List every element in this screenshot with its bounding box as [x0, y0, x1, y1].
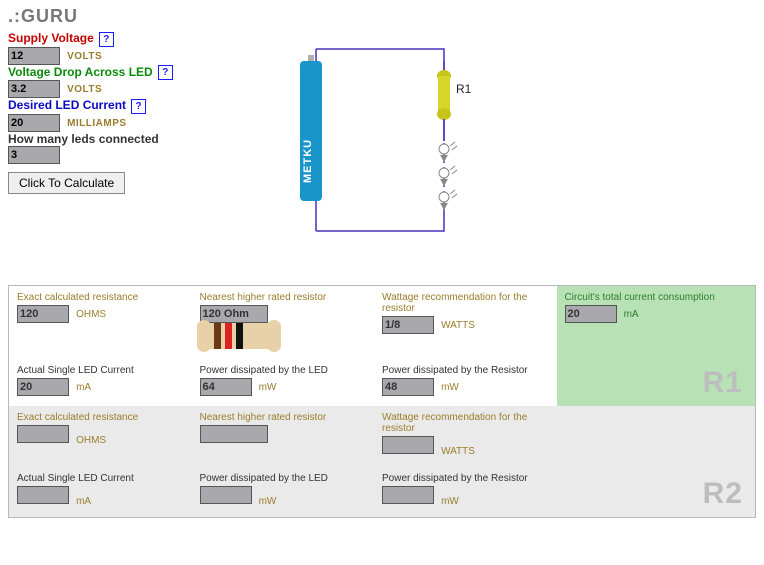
r1-pres-value: 48: [382, 378, 434, 396]
r1-wattage-value: 1/8: [382, 316, 434, 334]
r1-pled-cell: Power dissipated by the LED 64 mW: [192, 359, 375, 406]
help-icon[interactable]: ?: [158, 65, 173, 80]
r2-nearest-value: [200, 425, 268, 443]
r1-total-value: 20: [565, 305, 617, 323]
circuit-diagram: METKU ✕ MODS R1: [274, 31, 756, 241]
r1-tag: R1: [703, 366, 743, 400]
r1-pled-value: 64: [200, 378, 252, 396]
label-supply: Supply Voltage: [8, 31, 94, 45]
input-nled[interactable]: [8, 146, 60, 164]
row-supply: Supply Voltage ? VOLTS: [8, 31, 258, 65]
r2-pled-value: [200, 486, 252, 504]
unit-supply: VOLTS: [67, 51, 102, 62]
r1-exact-value: 120: [17, 305, 69, 323]
input-form: Supply Voltage ? VOLTS Voltage Drop Acro…: [8, 31, 258, 241]
calculate-button[interactable]: Click To Calculate: [8, 172, 125, 194]
result-block-r2: Exact calculated resistance OHMS Nearest…: [9, 406, 755, 517]
diagram-r1-label: R1: [456, 82, 472, 96]
input-vdrop[interactable]: [8, 80, 60, 98]
r2-pres-value: [382, 486, 434, 504]
r1-total-cell: Circuit's total current consumption 20 m…: [557, 286, 756, 406]
result-block-r1: Exact calculated resistance 120 OHMS Nea…: [9, 286, 755, 406]
unit-vdrop: VOLTS: [67, 84, 102, 95]
r1-actual-i-cell: Actual Single LED Current 20 mA: [9, 359, 192, 406]
input-supply[interactable]: [8, 47, 60, 65]
help-icon[interactable]: ?: [131, 99, 146, 114]
unit-iled: MILLIAMPS: [67, 118, 127, 129]
r2-wattage-value: [382, 436, 434, 454]
svg-text:✕ MODS: ✕ MODS: [295, 154, 302, 183]
page-title: .:GURU: [8, 6, 756, 27]
label-iled: Desired LED Current: [8, 98, 126, 112]
r1-nearest-cell: Nearest higher rated resistor 120 Ohm: [192, 286, 375, 359]
input-iled[interactable]: [8, 114, 60, 132]
r2-actual-i-value: [17, 486, 69, 504]
r1-pres-cell: Power dissipated by the Resistor 48 mW: [374, 359, 557, 406]
diagram-svg: METKU ✕ MODS R1: [274, 31, 494, 241]
row-iled: Desired LED Current ? MILLIAMPS: [8, 98, 258, 132]
r1-nearest-value: 120 Ohm: [200, 305, 268, 323]
label-vdrop: Voltage Drop Across LED: [8, 65, 153, 79]
resistor-color-bands: [200, 323, 278, 349]
help-icon[interactable]: ?: [99, 32, 114, 47]
svg-text:METKU: METKU: [302, 139, 314, 183]
r2-tag: R2: [703, 477, 743, 511]
r1-wattage-cell: Wattage recommendation for the resistor …: [374, 286, 557, 359]
row-vdrop: Voltage Drop Across LED ? VOLTS: [8, 65, 258, 99]
r2-exact-value: [17, 425, 69, 443]
results-panel: Exact calculated resistance 120 OHMS Nea…: [8, 285, 756, 518]
r1-actual-i-value: 20: [17, 378, 69, 396]
label-nled: How many leds connected: [8, 132, 159, 146]
row-nled: How many leds connected: [8, 132, 258, 164]
r2-tag-cell: R2: [557, 406, 756, 517]
r1-exact-cell: Exact calculated resistance 120 OHMS: [9, 286, 192, 359]
